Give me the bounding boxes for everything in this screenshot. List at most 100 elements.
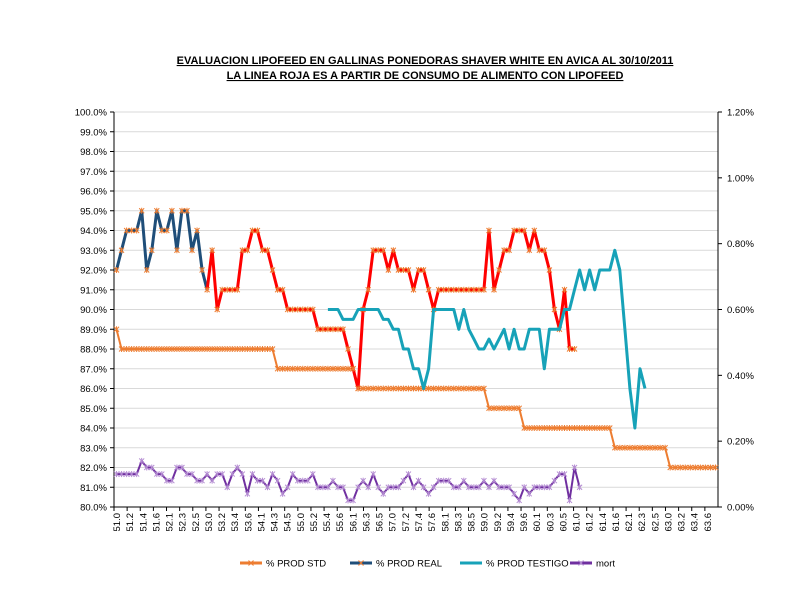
data-point-prod-std xyxy=(692,464,699,471)
data-point-prod-std xyxy=(395,385,402,392)
data-point-mort xyxy=(174,464,180,471)
y2-tick-label: 1.00% xyxy=(727,173,754,184)
data-point-mort xyxy=(239,471,246,478)
data-point-prod-std xyxy=(591,425,598,431)
data-point-prod-real xyxy=(395,267,402,273)
legend: % PROD STD % PROD REAL % PROD TESTIGO mort xyxy=(240,559,615,570)
data-point-prod-std xyxy=(269,346,276,352)
data-point-prod-real xyxy=(506,247,512,254)
data-point-mort xyxy=(506,484,512,491)
data-point-prod-real xyxy=(284,306,291,313)
data-point-mort xyxy=(566,497,573,504)
data-point-prod-std xyxy=(380,385,387,392)
data-point-prod-real xyxy=(204,286,210,293)
y2-tick-label: 0.80% xyxy=(727,239,754,250)
data-point-prod-std xyxy=(289,365,296,372)
data-point-mort xyxy=(501,484,507,491)
data-point-prod-std xyxy=(586,425,593,431)
data-point-prod-real xyxy=(163,227,170,234)
data-point-mort xyxy=(259,477,266,484)
data-point-mort xyxy=(340,484,346,491)
data-point-mort xyxy=(561,471,568,478)
data-point-prod-real xyxy=(350,365,356,372)
data-point-mort xyxy=(133,471,140,478)
y2-tick-label: 0.00% xyxy=(727,503,754,514)
data-point-prod-std xyxy=(294,365,301,372)
data-point-prod-std xyxy=(450,385,457,392)
y-tick-label: 88.0% xyxy=(80,345,107,356)
x-tick-label: 59.6 xyxy=(519,513,530,532)
data-point-mort xyxy=(189,471,195,478)
data-point-prod-std xyxy=(304,365,311,372)
data-point-mort xyxy=(304,477,311,484)
data-point-mort xyxy=(415,477,422,484)
data-point-prod-real xyxy=(269,267,276,273)
x-tick-label: 62.3 xyxy=(637,513,648,532)
data-point-mort xyxy=(209,477,216,484)
data-point-prod-real xyxy=(179,207,185,214)
data-point-prod-std xyxy=(601,425,608,431)
data-point-prod-real xyxy=(143,267,150,273)
data-point-mort xyxy=(219,471,226,478)
data-point-prod-std xyxy=(516,405,523,412)
data-point-prod-std xyxy=(526,425,533,431)
data-point-mort xyxy=(380,490,387,497)
data-point-prod-std xyxy=(224,346,231,352)
data-point-prod-std xyxy=(430,385,437,392)
data-point-prod-std xyxy=(476,385,482,392)
x-tick-label: 57.0 xyxy=(388,513,399,532)
x-tick-label: 62.1 xyxy=(624,513,635,532)
data-point-prod-std xyxy=(667,464,674,471)
data-point-mort xyxy=(214,471,221,478)
data-point-prod-std xyxy=(360,385,367,392)
data-point-prod-std xyxy=(214,346,221,352)
data-point-mort xyxy=(531,484,538,491)
data-point-prod-std xyxy=(113,326,120,333)
x-tick-label: 55.0 xyxy=(296,513,307,532)
data-point-prod-real xyxy=(566,346,573,352)
data-point-prod-real xyxy=(425,286,432,293)
x-tick-label: 55.4 xyxy=(322,513,333,532)
data-point-mort xyxy=(471,484,477,491)
data-point-prod-real xyxy=(501,247,507,254)
data-point-prod-std xyxy=(632,444,638,451)
data-point-prod-std xyxy=(581,425,588,431)
data-point-mort xyxy=(309,471,316,478)
data-point-prod-real xyxy=(264,247,271,254)
data-point-mort xyxy=(556,471,563,478)
data-point-prod-real xyxy=(239,247,246,254)
data-point-prod-real xyxy=(455,286,462,293)
data-point-mort xyxy=(536,484,543,491)
data-point-prod-std xyxy=(571,425,578,431)
data-point-mort xyxy=(405,471,412,478)
data-point-prod-real xyxy=(335,326,341,333)
data-point-prod-real xyxy=(486,227,492,234)
data-point-prod-real xyxy=(405,267,412,273)
data-point-mort xyxy=(269,471,276,478)
data-point-prod-real xyxy=(259,247,266,254)
data-point-mort xyxy=(390,484,397,491)
data-point-prod-std xyxy=(314,365,321,372)
data-point-prod-std xyxy=(616,444,623,451)
x-tick-label: 61.2 xyxy=(585,513,596,532)
x-tick-label: 60.1 xyxy=(532,513,543,532)
data-point-prod-real xyxy=(148,247,155,254)
y-tick-label: 98.0% xyxy=(80,147,107,158)
data-point-prod-std xyxy=(345,365,351,372)
data-point-mort xyxy=(194,477,200,484)
data-point-prod-std xyxy=(405,385,412,392)
data-point-prod-std xyxy=(390,385,397,392)
x-tick-label: 56.1 xyxy=(348,513,359,532)
data-point-prod-std xyxy=(541,425,548,431)
data-point-prod-real xyxy=(410,286,417,293)
data-point-prod-real xyxy=(299,306,306,313)
data-point-mort xyxy=(143,464,150,471)
data-point-prod-std xyxy=(123,346,130,352)
data-point-mort xyxy=(465,484,472,491)
data-point-mort xyxy=(289,471,296,478)
data-point-mort xyxy=(511,490,518,497)
data-point-mort xyxy=(576,484,583,491)
data-point-prod-real xyxy=(289,306,296,313)
data-point-prod-real xyxy=(169,207,175,214)
